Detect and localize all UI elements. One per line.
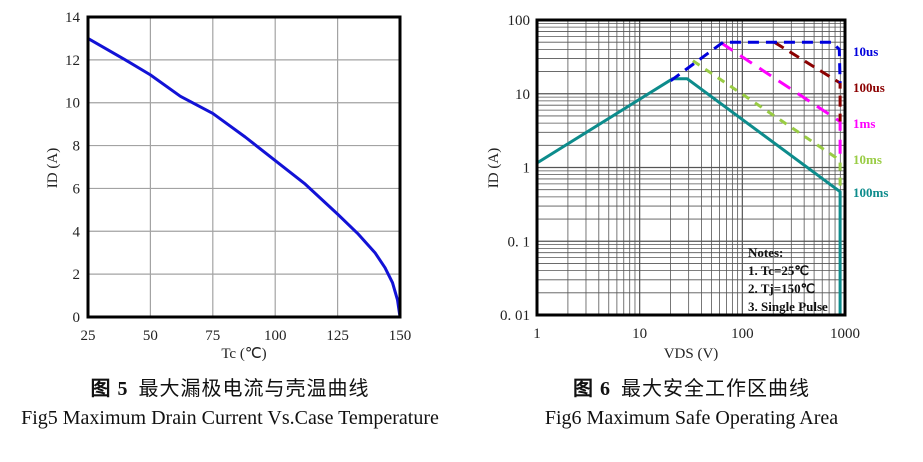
caption-en-fig5: Fig5 Maximum Drain Current Vs.Case Tempe…: [21, 407, 439, 429]
caption-zh-title-fig6: 最大安全工作区曲线: [621, 378, 810, 400]
legend-label-100us: 100us: [853, 80, 885, 95]
x-tick-label: 75: [205, 328, 220, 344]
x-tick-label: 100: [731, 326, 754, 342]
y-tick-label: 100: [508, 13, 531, 29]
x-tick-label: 10: [632, 326, 647, 342]
y-tick-label: 4: [73, 224, 81, 240]
y-tick-label: 10: [515, 87, 530, 103]
y-tick-label: 12: [65, 53, 80, 69]
caption-zh-fig5: 图 5 最大漏极电流与壳温曲线: [0, 375, 460, 403]
note-line: 1. Tc=25℃: [748, 263, 809, 278]
series-100ms: [536, 77, 842, 315]
note-line: 2. Tj=150℃: [748, 281, 815, 296]
x-axis-label: Tc (℃): [221, 346, 266, 362]
legend-label-1ms: 1ms: [853, 116, 875, 131]
y-tick-label: 14: [65, 10, 81, 26]
figure-safe-operating-area: 1 10 100 1000 100 10 1 0. 1 0. 01 VDS (V) ID (A) 10…: [460, 0, 923, 433]
x-tick-label: 1000: [830, 326, 860, 342]
note-line: 3. Single Pulse: [748, 299, 828, 314]
y-axis-label: ID (A): [486, 148, 502, 188]
plot-border: [86, 15, 402, 319]
y-tick-label: 6: [73, 181, 81, 197]
plot-border: [535, 18, 847, 317]
note-line: Notes:: [748, 245, 783, 260]
series-100us: [773, 40, 842, 122]
x-axis-label: VDS (V): [664, 346, 719, 362]
caption-zh-prefix-fig5: 图 5: [90, 378, 129, 400]
caption-zh-title-fig5: 最大漏极电流与壳温曲线: [138, 378, 370, 400]
series-max-drain-current: [87, 37, 402, 318]
x-tick-label: 50: [143, 328, 158, 344]
y-tick-label: 8: [73, 139, 81, 155]
y-tick-label: 1: [523, 161, 531, 177]
series-10us: [669, 40, 842, 84]
caption-en-fig6: Fig6 Maximum Safe Operating Area: [544, 407, 839, 429]
legend-label-10us: 10us: [853, 44, 878, 59]
x-tick-label: 100: [264, 328, 287, 344]
chart-drain-current-vs-case-temperature: 25 50 75 100 125 150 0 2 4 6 8 10 12 14 Tc (℃) ID (A): [45, 10, 412, 362]
chart-safe-operating-area: 1 10 100 1000 100 10 1 0. 1 0. 01 VDS (V) ID (A) 10…: [486, 13, 888, 362]
y-tick-label: 0. 01: [500, 308, 530, 324]
y-tick-label: 2: [73, 267, 81, 283]
x-tick-label: 125: [326, 328, 349, 344]
y-tick-label: 0: [73, 310, 81, 326]
x-tick-label: 1: [533, 326, 541, 342]
caption-zh-prefix-fig6: 图 6: [573, 378, 611, 400]
x-tick-label: 150: [389, 328, 412, 344]
y-axis-label: ID (A): [45, 148, 61, 188]
legend-label-10ms: 10ms: [853, 152, 882, 167]
series-10ms: [692, 59, 842, 192]
legend-label-100ms: 100ms: [853, 185, 888, 200]
y-tick-label: 10: [65, 96, 80, 112]
caption-zh-fig6: 图 6 最大安全工作区曲线: [460, 375, 923, 403]
x-tick-label: 25: [81, 328, 96, 344]
y-tick-label: 0. 1: [508, 234, 531, 250]
figure-drain-current-vs-case-temperature: 25 50 75 100 125 150 0 2 4 6 8 10 12 14 Tc (℃) ID (A) 图…: [0, 0, 460, 433]
